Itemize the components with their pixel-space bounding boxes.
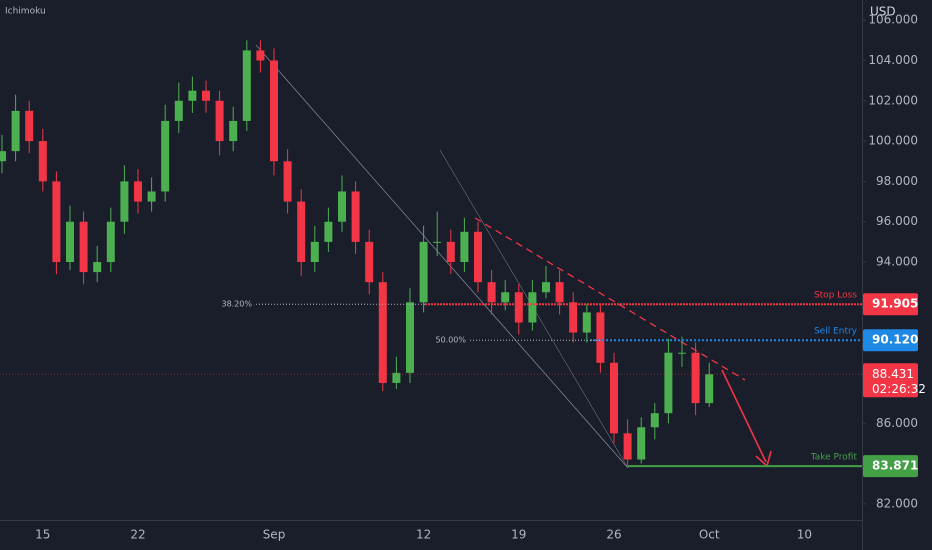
candle-body: [501, 292, 510, 303]
candle-body: [297, 201, 306, 263]
fib-trend-line: [255, 44, 629, 469]
candle-body: [637, 427, 646, 460]
x-tick-label: 10: [797, 528, 812, 542]
candle-body: [378, 282, 387, 383]
level-name: Sell Entry: [814, 327, 858, 337]
level-price: 91.905: [872, 297, 918, 311]
level-name: Stop Loss: [814, 291, 857, 301]
candle-body: [120, 181, 129, 222]
level-name: Take Profit: [810, 453, 858, 463]
y-tick-label: 86.000: [876, 416, 918, 430]
y-tick-label: 98.000: [876, 174, 918, 188]
candle-body: [229, 120, 238, 142]
arrow: [721, 369, 767, 463]
chart-title: Ichimoku: [5, 7, 46, 17]
candle-body: [283, 161, 292, 202]
current-price-badge: [863, 363, 918, 398]
candle-body: [270, 60, 278, 162]
candle-body: [678, 352, 686, 354]
resistance-line: [474, 217, 746, 381]
x-tick-label: 12: [416, 528, 431, 542]
x-tick-label: 22: [130, 528, 145, 542]
candle-body: [596, 312, 605, 363]
y-tick-label: 94.000: [876, 255, 918, 269]
candle-body: [392, 372, 401, 383]
candle-body: [188, 90, 197, 101]
x-tick-label: 19: [511, 528, 526, 542]
candle-body: [650, 413, 659, 428]
candle-body: [365, 241, 374, 283]
candle-body: [215, 100, 224, 142]
y-tick-label: 102.000: [868, 93, 918, 107]
candle-body: [310, 241, 319, 263]
candle-body: [582, 312, 591, 333]
currency-label: USD: [870, 5, 896, 19]
y-tick-label: 100.000: [868, 134, 918, 148]
y-tick-label: 106.000: [868, 13, 918, 27]
level-badge: [863, 455, 918, 478]
candle-body: [460, 231, 469, 263]
x-tick-label: 15: [35, 528, 50, 542]
candle-body: [161, 120, 170, 192]
candle-body: [242, 50, 251, 121]
candle-body: [514, 292, 523, 323]
y-tick-label: 104.000: [868, 53, 918, 67]
candle-body: [256, 50, 265, 61]
candle-body: [446, 241, 455, 263]
candle-body: [66, 221, 74, 263]
candle-body: [351, 191, 360, 242]
candle-body: [324, 221, 333, 242]
countdown-label: 02:26:32: [872, 382, 926, 396]
candle-body: [528, 292, 537, 323]
x-tick-label: Sep: [263, 528, 286, 542]
candle-body: [0, 151, 6, 162]
x-tick-label: Oct: [699, 528, 720, 542]
candle-body: [555, 282, 564, 303]
candle-body: [202, 90, 210, 101]
candle-body: [691, 352, 700, 404]
candle-body: [474, 231, 482, 283]
level-badge: [863, 293, 918, 316]
candle-body: [38, 141, 47, 182]
x-tick-label: 26: [606, 528, 621, 542]
candle-body: [52, 181, 61, 263]
candle-body: [93, 262, 102, 273]
candle-body: [106, 221, 115, 263]
current-price-label: 88.431: [872, 367, 914, 381]
candle-body: [406, 302, 414, 373]
candle-body: [487, 282, 496, 303]
candle-body: [705, 374, 714, 404]
candle-body: [610, 362, 618, 434]
candle-body: [338, 191, 346, 222]
candle-body: [147, 191, 156, 202]
candle-body: [25, 110, 34, 142]
candle-body: [134, 181, 142, 202]
candle-body: [433, 241, 442, 243]
candle-body: [11, 110, 20, 152]
level-price: 90.120: [872, 333, 918, 347]
level-badge: [863, 329, 918, 352]
fib-label: 50.00%: [435, 336, 466, 345]
candle-body: [79, 221, 88, 273]
y-tick-label: 96.000: [876, 214, 918, 228]
y-tick-label: 82.000: [876, 496, 918, 510]
candle-body: [623, 433, 632, 460]
candle-body: [419, 241, 428, 303]
level-price: 83.871: [872, 459, 918, 473]
candle-body: [569, 302, 578, 333]
candle-body: [542, 282, 550, 293]
fib-label: 38.20%: [221, 300, 252, 309]
candle-body: [664, 352, 673, 414]
candle-body: [174, 100, 183, 121]
